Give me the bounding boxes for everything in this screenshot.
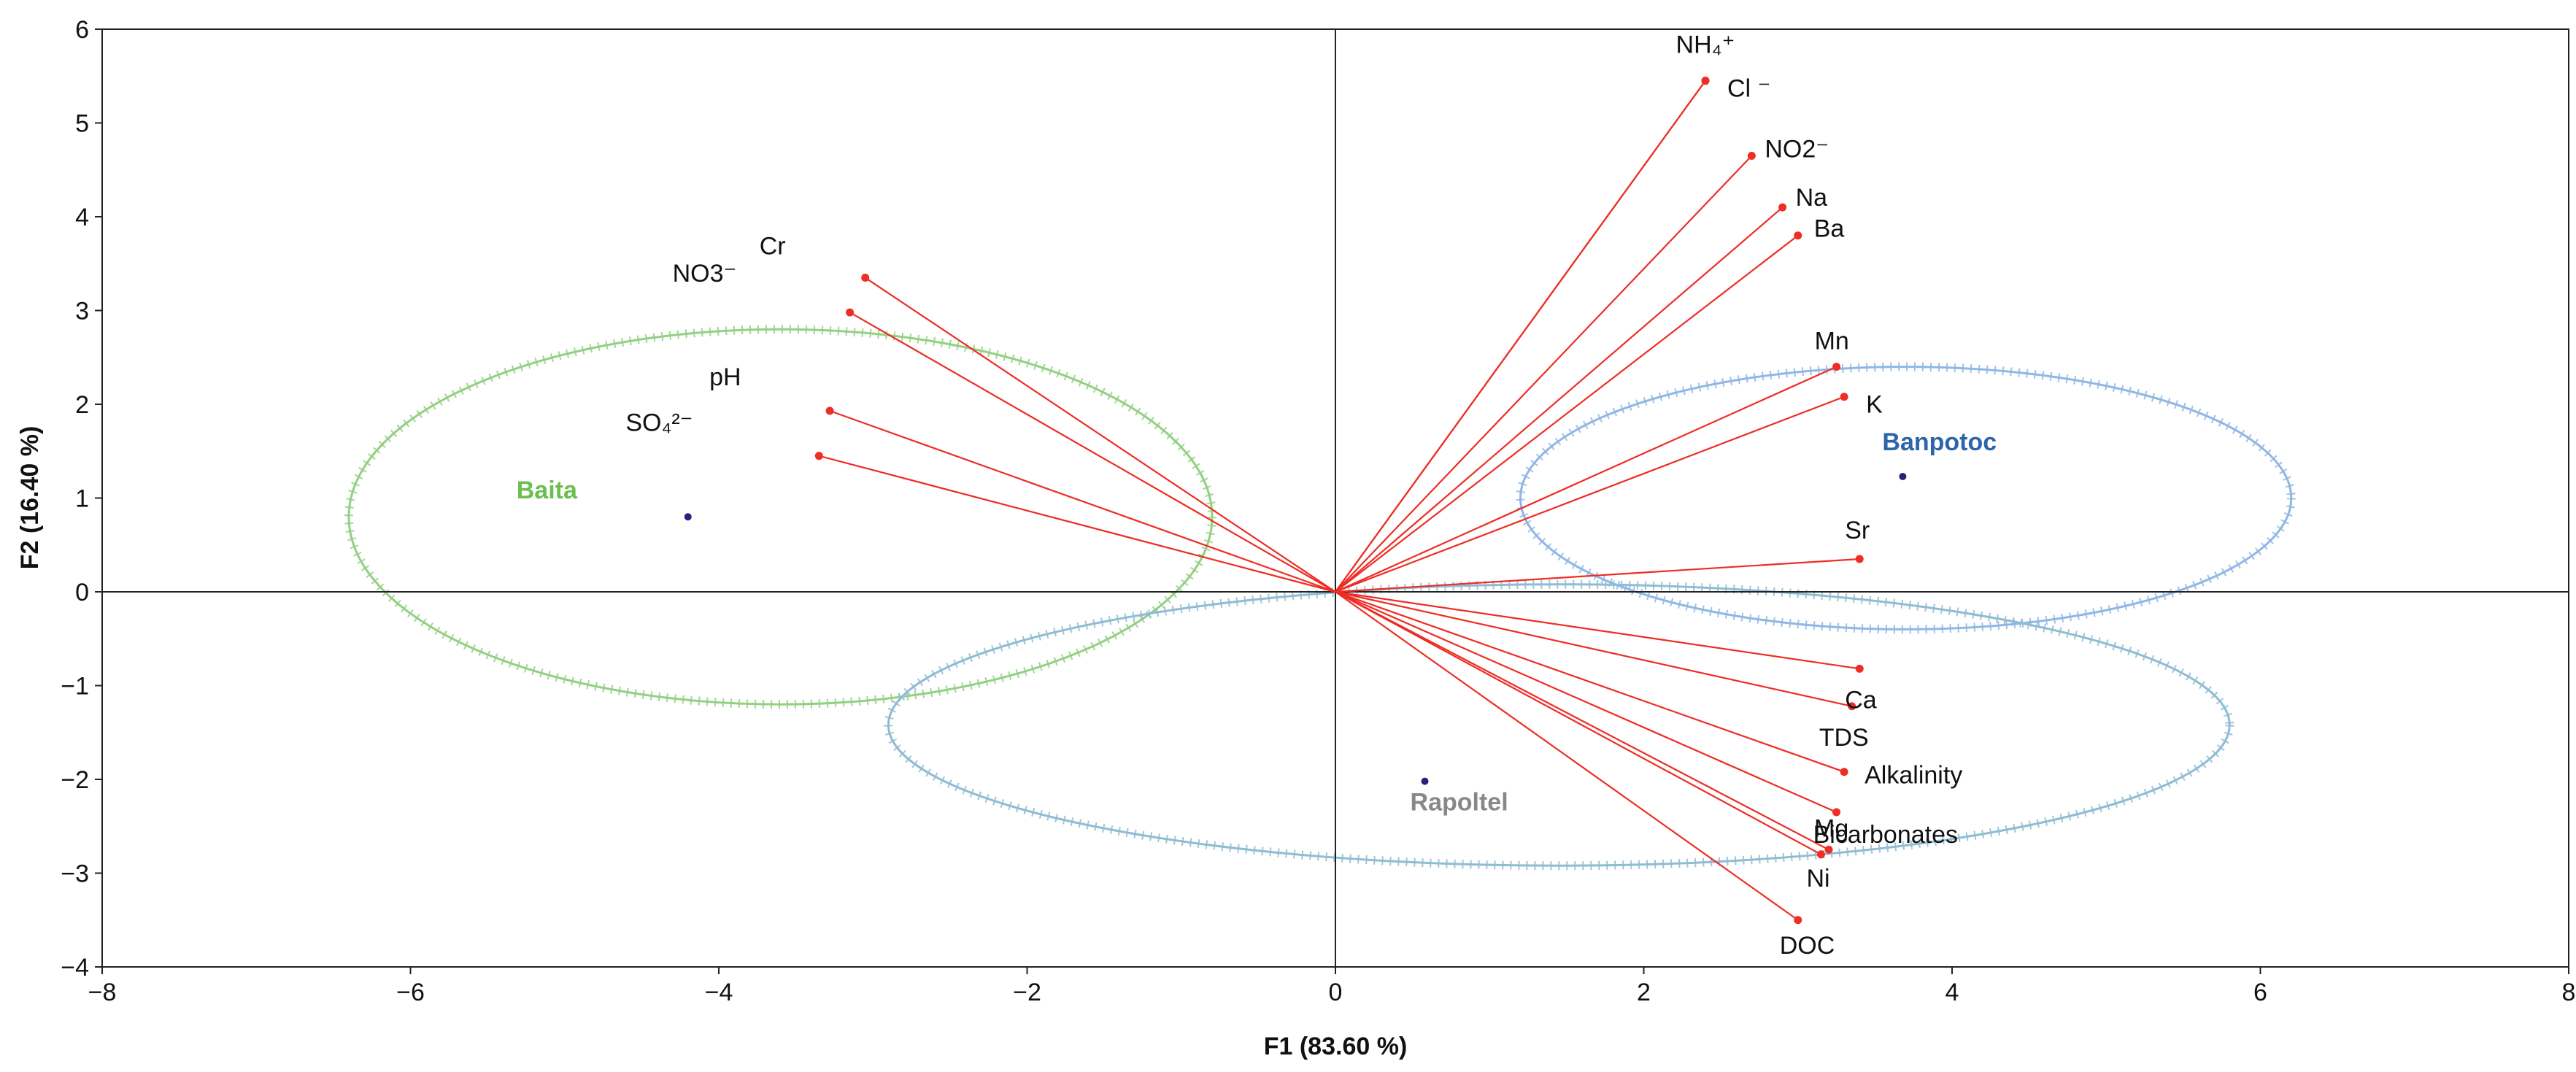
vector-ph [829,409,1336,593]
group-label-baita: Baita [517,477,578,504]
vector-point-cl [1701,77,1710,85]
vector-point-bicarbonates [1832,808,1841,817]
vector-label-no2: NO2⁻ [1765,135,1829,163]
x-tick-label: −2 [1013,979,1041,1006]
x-tick-label: 4 [1946,979,1959,1006]
vector-label-mg: Mg [1814,814,1848,842]
x-tick-label: 0 [1329,979,1343,1006]
x-tick-label: −8 [88,979,117,1006]
confidence-ellipses [344,325,2296,871]
vector-point-ca [1855,664,1864,673]
y-tick-label: 0 [75,579,89,606]
vector-point-no2 [1747,151,1756,160]
x-tick-label: −6 [396,979,425,1006]
vector-point-tds [1848,702,1856,711]
vector-na [1335,207,1783,593]
group-label-banpotoc: Banpotoc [1882,428,1997,456]
vector-point-mg [1824,845,1833,854]
vector-label-mn: Mn [1815,328,1849,355]
y-tick-label: −4 [61,954,89,982]
vector-point-ph [825,406,834,415]
x-tick-label: 6 [2253,979,2267,1006]
vector-label-cr: Cr [760,233,786,261]
vector-no2 [1335,155,1753,593]
vector-point-k [1840,393,1848,401]
vector-label-doc: DOC [1780,932,1835,960]
vector-label-bicarbonates: Bicarbonates [1813,821,1958,849]
x-axis-title: F1 (83.60 %) [1264,1033,1408,1060]
vector-label-tds: TDS [1819,724,1869,752]
group-point-baita [684,513,692,521]
vector-label-alkalinity: Alkalinity [1864,762,1962,790]
vector-label-na: Na [1796,184,1828,212]
vector-point-ni [1816,850,1825,859]
vector-so4 [819,455,1336,593]
vector-point-mn [1832,363,1841,371]
y-axis-title: F2 (16.40 %) [16,426,44,570]
vector-mn [1335,366,1837,593]
group-label-rapoltel: Rapoltel [1411,789,1508,817]
vector-label-ph: pH [709,363,741,391]
vector-point-ba [1794,231,1802,240]
vector-alkalinity [1335,590,1845,773]
vector-doc [1335,591,1799,921]
vector-label-k: K [1866,391,1883,419]
x-tick-label: −4 [705,979,733,1006]
group-point-rapoltel [1421,777,1429,785]
vector-label-sr: Sr [1845,517,1870,544]
variable-vectors [814,77,1864,925]
y-tick-label: −2 [61,766,89,794]
vector-k [1335,396,1845,593]
vector-point-no3 [846,308,855,317]
vector-point-sr [1855,555,1864,563]
group-points: Baita Banpotoc Rapoltel [517,428,1997,817]
vector-label-ni: Ni [1806,865,1829,892]
banpotoc-ellipse [1516,362,2296,634]
y-tick-label: 5 [75,110,89,138]
vector-point-so4 [814,452,823,460]
group-point-banpotoc [1899,472,1907,480]
variable-labels: NH₄⁺ Cl ⁻ NO2⁻ Na Ba Mn K Sr Ca TDS Alkalinity Bica… [625,31,1962,960]
axis-ticks: −8 −6 −4 −2 0 2 4 6 8 −4 −3 −2 −1 0 1 2 3 4 5 6 [61,16,2575,1006]
rapoltel-ellipse [884,579,2234,871]
vector-ca [1335,590,1860,670]
vector-label-ba: Ba [1814,215,1845,243]
vector-cr [865,277,1336,593]
vector-ba [1335,234,1799,593]
x-tick-label: 8 [2562,979,2576,1006]
vector-label-ca: Ca [1845,686,1877,714]
vector-tds [1335,590,1852,707]
vector-ni [1335,591,1821,855]
zero-axes [102,29,2569,967]
vector-label-so4: SO₄²⁻ [625,409,693,437]
vector-label-cl: Cl ⁻ [1727,75,1771,103]
y-tick-label: 1 [75,485,89,513]
y-tick-label: 4 [75,204,89,231]
vector-label-no3: NO3⁻ [673,260,737,288]
vector-no3 [849,312,1336,593]
vector-cl [1335,80,1706,593]
vector-point-alkalinity [1840,768,1848,776]
baita-ellipse [344,325,1216,709]
vector-bicarbonates [1335,590,1837,813]
y-tick-label: 3 [75,298,89,325]
vector-point-doc [1794,916,1802,925]
vector-point-na [1778,203,1787,212]
x-tick-label: 2 [1637,979,1651,1006]
y-tick-label: 6 [75,16,89,44]
y-tick-label: −3 [61,860,89,888]
vector-point-cr [861,274,870,282]
vector-label-nh4: NH₄⁺ [1676,31,1735,59]
vector-mg [1335,591,1829,851]
vector-sr [1335,558,1860,593]
y-tick-label: 2 [75,391,89,419]
y-tick-label: −1 [61,673,89,701]
